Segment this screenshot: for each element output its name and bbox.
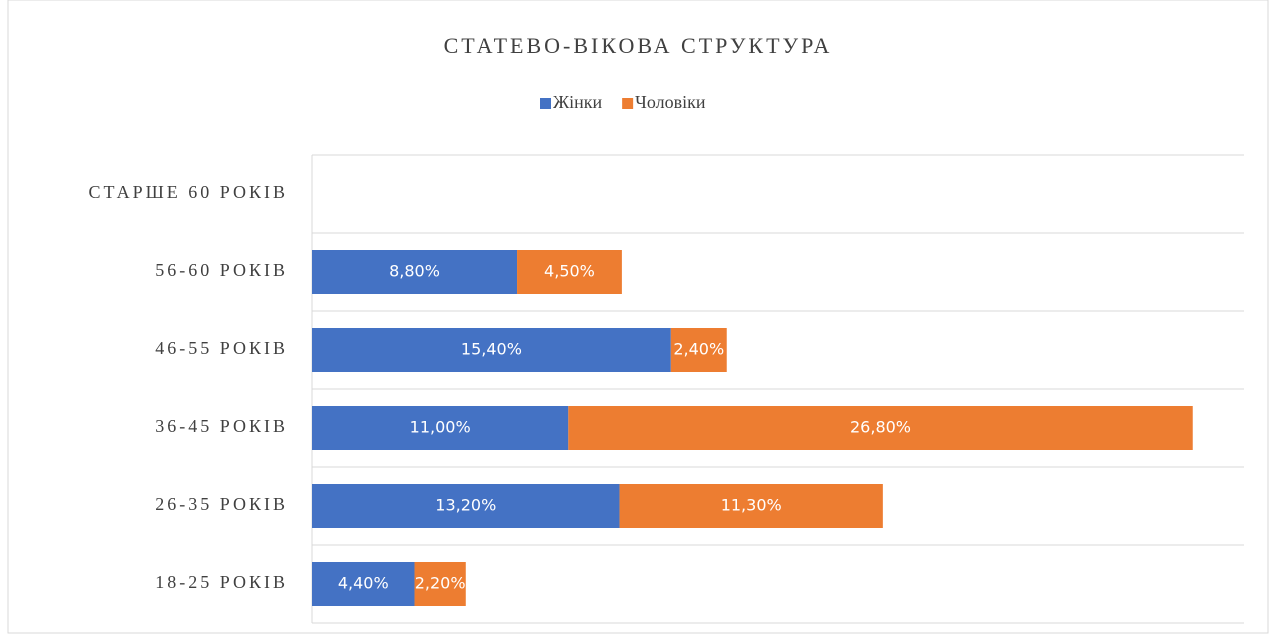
legend-label: Чоловіки bbox=[635, 92, 706, 112]
data-label: 4,50% bbox=[544, 262, 595, 281]
legend-swatch bbox=[622, 98, 634, 109]
bar-segment bbox=[517, 250, 622, 294]
bar-segment bbox=[619, 484, 883, 528]
legend-label: Жінки bbox=[553, 92, 603, 112]
y-tick-label: 26-35 РОКІВ bbox=[155, 494, 288, 514]
data-label: 8,80% bbox=[389, 262, 440, 281]
y-tick-label: 56-60 РОКІВ bbox=[155, 260, 288, 280]
bar-segment bbox=[568, 406, 1193, 450]
bar-segment bbox=[312, 250, 518, 294]
chart-title: СТАТЕВО-ВІКОВА СТРУКТУРА bbox=[444, 33, 833, 58]
bar-segment bbox=[312, 562, 415, 606]
legend-swatch bbox=[540, 98, 551, 109]
data-label: 11,00% bbox=[410, 418, 471, 437]
data-label: 26,80% bbox=[850, 418, 911, 437]
y-tick-label: СТАРШЕ 60 РОКІВ bbox=[88, 182, 288, 202]
y-tick-label: 36-45 РОКІВ bbox=[155, 416, 288, 436]
bar-segment bbox=[312, 328, 671, 372]
y-tick-label: 18-25 РОКІВ bbox=[155, 572, 288, 592]
data-label: 2,20% bbox=[415, 574, 466, 593]
bar-segment bbox=[670, 328, 727, 372]
bar-segment bbox=[414, 562, 466, 606]
y-tick-label: 46-55 РОКІВ bbox=[155, 338, 288, 358]
data-label: 4,40% bbox=[338, 574, 389, 593]
bar-segment bbox=[312, 406, 569, 450]
data-label: 11,30% bbox=[721, 496, 782, 515]
bar-segment bbox=[312, 484, 620, 528]
data-label: 15,40% bbox=[461, 340, 522, 359]
data-label: 13,20% bbox=[435, 496, 496, 515]
data-label: 2,40% bbox=[673, 340, 724, 359]
